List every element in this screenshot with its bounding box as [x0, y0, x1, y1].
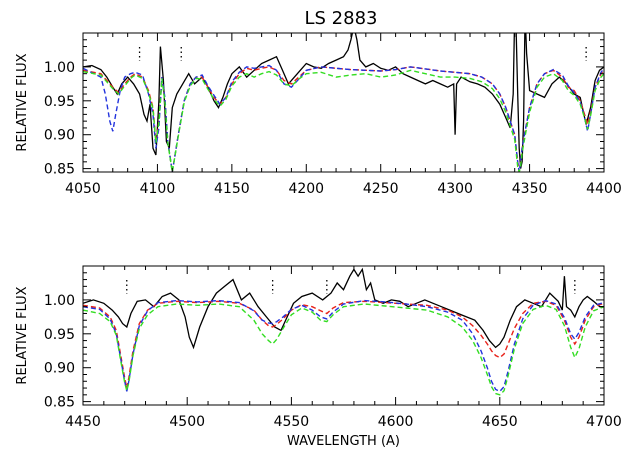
y-tick-label: 0.85 — [44, 395, 75, 411]
model-spectrum-line-2 — [83, 64, 604, 172]
y-tick-label: 0.95 — [44, 327, 75, 343]
x-tick-label: 4300 — [437, 181, 473, 197]
model-spectrum-line-3 — [83, 69, 604, 172]
x-tick-label: 4050 — [65, 181, 101, 197]
y-axis-label: RELATIVE FLUX — [15, 53, 30, 151]
y-tick-label: 1.00 — [44, 60, 75, 76]
y-tick-label: 1.00 — [44, 293, 75, 309]
chart-title: LS 2883 — [305, 8, 378, 29]
y-axis-label: RELATIVE FLUX — [15, 286, 30, 384]
top-spectrum-panel: 4050 4100 4150 4200 4250 4300 4350 4400 0.85 0.90… — [15, 32, 622, 197]
x-tick-label: 4550 — [274, 414, 310, 430]
x-tick-label: 4450 — [65, 414, 101, 430]
x-tick-label: 4700 — [586, 414, 622, 430]
model-spectrum-line-2 — [83, 299, 604, 393]
y-tick-label: 0.85 — [44, 162, 75, 178]
y-tick-label: 0.90 — [44, 128, 75, 144]
x-tick-label: 4200 — [288, 181, 324, 197]
bottom-spectrum-panel: 4450 4500 4550 4600 4650 4700 0.85 0.90 0.95 1.00… — [15, 265, 622, 449]
x-tick-label: 4400 — [586, 181, 622, 197]
x-tick-label: 4600 — [378, 414, 414, 430]
series-group — [83, 33, 604, 172]
series-group — [83, 267, 604, 396]
x-tick-label: 4650 — [482, 414, 518, 430]
y-tick-label: 0.95 — [44, 94, 75, 110]
model-spectrum-line-1 — [83, 300, 604, 389]
x-tick-label: 4100 — [140, 181, 176, 197]
y-tick-label: 0.90 — [44, 361, 75, 377]
x-axis-label: WAVELENGTH (A) — [287, 434, 400, 449]
observed-spectrum-line — [83, 267, 604, 350]
model-spectrum-line-3 — [83, 303, 604, 396]
plot-frame — [82, 265, 605, 406]
plot-frame — [82, 32, 605, 173]
observed-spectrum-line — [83, 33, 604, 169]
x-tick-label: 4500 — [169, 414, 205, 430]
x-tick-label: 4350 — [512, 181, 548, 197]
x-tick-label: 4250 — [363, 181, 399, 197]
x-tick-label: 4150 — [214, 181, 250, 197]
